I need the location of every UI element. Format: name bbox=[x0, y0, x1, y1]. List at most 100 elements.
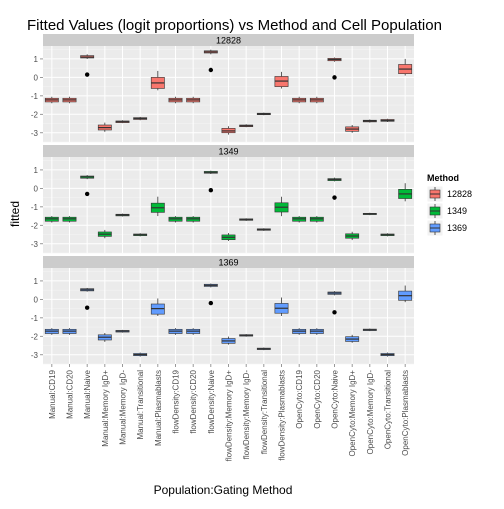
box bbox=[150, 298, 165, 316]
y-tick-label: -1 bbox=[31, 314, 39, 323]
y-tick-label: -2 bbox=[31, 110, 39, 119]
box bbox=[292, 96, 307, 104]
box bbox=[362, 212, 377, 216]
x-tick-label: flowDensity:Transitional bbox=[260, 370, 269, 454]
box bbox=[150, 196, 165, 217]
box bbox=[62, 328, 77, 335]
facet-strip bbox=[43, 256, 414, 268]
box bbox=[203, 283, 218, 288]
box bbox=[203, 170, 218, 174]
x-tick-label: Manual:CD19 bbox=[48, 369, 57, 418]
legend-item: 1349 bbox=[426, 202, 467, 220]
x-tick-label: Manual:Memory IgD+ bbox=[101, 370, 110, 447]
y-tick-label: -3 bbox=[31, 351, 39, 360]
box bbox=[62, 96, 77, 104]
box bbox=[97, 122, 112, 132]
facet-strip-label: 1349 bbox=[218, 147, 238, 157]
box bbox=[44, 96, 59, 104]
legend-item: 1369 bbox=[426, 219, 467, 237]
y-tick-label: 0 bbox=[34, 184, 39, 193]
box bbox=[398, 58, 413, 76]
box bbox=[186, 96, 201, 104]
outlier-point bbox=[332, 195, 337, 200]
box bbox=[362, 328, 377, 332]
box bbox=[292, 328, 307, 335]
y-tick-label: 0 bbox=[34, 73, 39, 82]
y-tick-label: 1 bbox=[34, 277, 39, 286]
x-tick-label: flowDensity:CD19 bbox=[172, 369, 181, 433]
box bbox=[398, 183, 413, 202]
x-tick-label: OpenCyto:Naive bbox=[331, 369, 340, 428]
box bbox=[292, 216, 307, 223]
facet-strip-label: 1369 bbox=[218, 258, 238, 268]
x-tick-label: flowDensity:CD20 bbox=[189, 369, 198, 433]
y-tick-label: -3 bbox=[31, 129, 39, 138]
box bbox=[133, 352, 148, 357]
legend-label: 12828 bbox=[447, 189, 472, 199]
box bbox=[380, 233, 395, 237]
box bbox=[80, 287, 95, 292]
x-tick-label: flowDensity:Naive bbox=[207, 369, 216, 433]
box bbox=[44, 328, 59, 335]
y-tick-label: 1 bbox=[34, 55, 39, 64]
legend: Method 12828 1349 1369 bbox=[426, 173, 472, 237]
x-tick-label: Manual:Naive bbox=[83, 369, 92, 418]
facet-strip-label: 12828 bbox=[216, 36, 241, 46]
x-tick-label: Manual:Transitional bbox=[136, 370, 145, 440]
x-tick-label: OpenCyto:CD20 bbox=[313, 369, 322, 428]
facet-panel: 1349 -3 -2 -1 0 1 bbox=[31, 145, 414, 254]
x-axis-label: Population:Gating Method bbox=[154, 483, 293, 497]
box bbox=[133, 116, 148, 121]
box bbox=[239, 334, 254, 337]
y-tick-label: 0 bbox=[34, 295, 39, 304]
x-tick-label: flowDensity:Memory IgD+ bbox=[225, 370, 234, 462]
box bbox=[62, 216, 77, 223]
box bbox=[327, 57, 342, 62]
box bbox=[327, 177, 342, 182]
legend-title: Method bbox=[427, 173, 459, 183]
outlier-point bbox=[84, 191, 90, 197]
box bbox=[44, 216, 59, 223]
legend-label: 1349 bbox=[447, 206, 467, 216]
facet-panel: 12828 -3 -2 -1 0 1 bbox=[31, 34, 414, 143]
facet-strip bbox=[43, 145, 414, 157]
facet-panels: 12828 -3 -2 -1 0 1 1349 -3 -2 -1 0 1 1369 -3 -2 -1 0 1 bbox=[31, 34, 414, 365]
facet-strip bbox=[43, 34, 414, 46]
box bbox=[327, 291, 342, 296]
box bbox=[221, 233, 236, 241]
y-tick-label: -3 bbox=[31, 240, 39, 249]
box bbox=[150, 70, 165, 91]
box bbox=[168, 96, 183, 104]
y-tick-label: -1 bbox=[31, 203, 39, 212]
x-tick-label: OpenCyto:Plasmablasts bbox=[401, 370, 410, 456]
box bbox=[256, 228, 271, 231]
y-axis-label: fitted bbox=[8, 201, 22, 227]
box bbox=[309, 328, 324, 335]
y-tick-label: -2 bbox=[31, 332, 39, 341]
box bbox=[80, 175, 95, 180]
outlier-point bbox=[332, 310, 337, 315]
outlier-point bbox=[208, 67, 214, 73]
outlier-point bbox=[208, 188, 214, 193]
box bbox=[115, 120, 130, 124]
box bbox=[221, 126, 236, 135]
x-tick-label: OpenCyto:Memory IgD- bbox=[366, 370, 375, 455]
box bbox=[97, 229, 112, 239]
x-tick-label: Manual:Plasmablasts bbox=[154, 370, 163, 446]
x-tick-label: flowDensity:Plasmablasts bbox=[278, 370, 287, 461]
box bbox=[168, 328, 183, 335]
outlier-point bbox=[84, 72, 90, 77]
box bbox=[256, 112, 271, 116]
box bbox=[398, 285, 413, 303]
box bbox=[274, 71, 289, 89]
box bbox=[309, 96, 324, 104]
box bbox=[309, 216, 324, 223]
box bbox=[203, 49, 218, 55]
box bbox=[239, 218, 254, 221]
x-tick-label: OpenCyto:Memory IgD+ bbox=[348, 370, 357, 457]
x-tick-labels: Manual:CD19 Manual:CD20 Manual:Naive Manual… bbox=[48, 364, 410, 461]
box bbox=[345, 334, 360, 343]
legend-item: 12828 bbox=[426, 185, 472, 203]
